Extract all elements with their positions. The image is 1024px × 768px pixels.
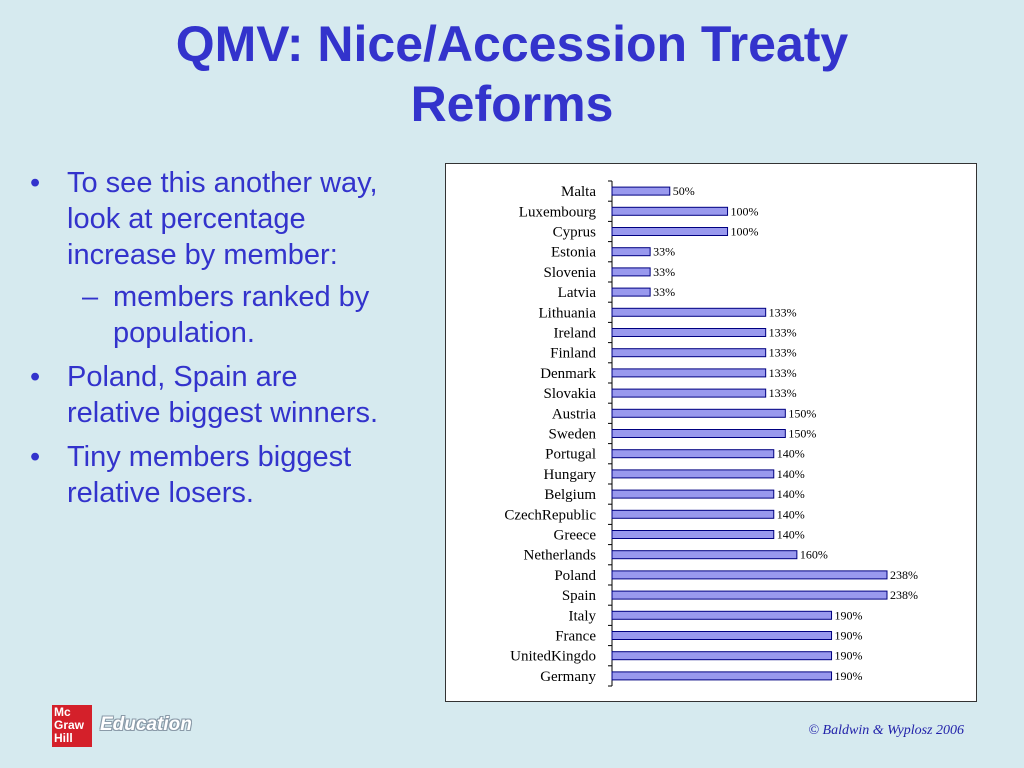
bar bbox=[611, 429, 786, 438]
category-label: Denmark bbox=[540, 366, 596, 382]
copyright-text: © Baldwin & Wyplosz 2006 bbox=[808, 723, 964, 738]
sub-bullet-text: members ranked by population. bbox=[113, 281, 370, 349]
bar bbox=[611, 267, 651, 277]
sub-bullet-item: – members ranked by population. bbox=[30, 279, 390, 351]
value-label: 140% bbox=[777, 487, 805, 501]
bar bbox=[611, 227, 729, 236]
slide-title-line-1: QMV: Nice/Accession Treaty bbox=[175, 16, 849, 72]
bar bbox=[611, 368, 767, 378]
bullet-item: • Poland, Spain are relative biggest win… bbox=[30, 359, 390, 431]
value-label: 150% bbox=[788, 406, 816, 420]
category-label: Finland bbox=[550, 346, 596, 362]
value-label: 140% bbox=[777, 507, 805, 521]
value-label: 238% bbox=[890, 588, 918, 602]
bar bbox=[611, 509, 775, 519]
bar bbox=[611, 186, 671, 196]
bar bbox=[611, 530, 775, 539]
category-label: Malta bbox=[561, 184, 596, 200]
category-label: Cyprus bbox=[553, 225, 597, 241]
value-label: 100% bbox=[731, 225, 759, 239]
category-label: Portugal bbox=[545, 447, 596, 463]
education-label: Education bbox=[100, 714, 192, 735]
category-label: Poland bbox=[554, 568, 596, 584]
category-label: Greece bbox=[554, 528, 597, 544]
bar bbox=[611, 388, 767, 398]
bar bbox=[611, 307, 767, 317]
value-label: 100% bbox=[731, 204, 759, 218]
category-label: Ireland bbox=[554, 326, 597, 342]
category-label: Luxembourg bbox=[519, 204, 597, 220]
bullet-list: • To see this another way, look at perce… bbox=[30, 165, 390, 519]
value-label: 50% bbox=[673, 184, 695, 198]
category-label: Sweden bbox=[549, 427, 597, 443]
value-label: 33% bbox=[653, 265, 675, 279]
category-label: Germany bbox=[540, 669, 596, 685]
bar bbox=[611, 247, 651, 257]
value-label: 33% bbox=[653, 285, 675, 299]
category-label: Slovenia bbox=[544, 265, 597, 281]
bar bbox=[611, 590, 888, 600]
category-label: Lithuania bbox=[539, 305, 597, 321]
bar bbox=[611, 408, 786, 418]
bar bbox=[611, 631, 833, 640]
category-label: Belgium bbox=[544, 487, 596, 503]
value-label: 150% bbox=[788, 427, 816, 441]
sub-bullet-mark: – bbox=[82, 281, 99, 313]
bar bbox=[611, 287, 651, 297]
bar bbox=[611, 449, 775, 459]
slide-title-line-2: Reforms bbox=[410, 76, 614, 132]
value-label: 133% bbox=[769, 346, 797, 360]
value-label: 133% bbox=[769, 366, 797, 380]
value-label: 238% bbox=[890, 568, 918, 582]
mcgraw-hill-logo: Mc Graw Hill bbox=[52, 705, 92, 747]
bar bbox=[611, 550, 798, 560]
bar bbox=[611, 328, 767, 337]
bullet-text: Tiny members biggest relative losers. bbox=[67, 441, 352, 509]
bullet-mark: • bbox=[30, 167, 41, 199]
bar bbox=[611, 206, 729, 216]
logo-line-3: Hill bbox=[54, 731, 73, 745]
category-label: Estonia bbox=[551, 245, 596, 261]
category-label: Slovakia bbox=[544, 386, 597, 402]
bullet-text: To see this another way, look at percent… bbox=[67, 167, 378, 271]
category-label: CzechRepublic bbox=[504, 507, 596, 523]
bar bbox=[611, 348, 767, 358]
category-label: Netherlands bbox=[524, 548, 597, 564]
bar bbox=[611, 469, 775, 479]
category-label: Austria bbox=[552, 406, 597, 422]
bar bbox=[611, 651, 833, 661]
value-label: 190% bbox=[835, 669, 863, 683]
value-label: 133% bbox=[769, 386, 797, 400]
category-label: Latvia bbox=[558, 285, 597, 301]
bar-chart: Malta 50% Luxembourg 100% Cyprus 100% Estonia 3… bbox=[445, 163, 977, 702]
bullet-item: • To see this another way, look at perce… bbox=[30, 165, 390, 273]
category-label: Hungary bbox=[544, 467, 597, 483]
bullet-item: • Tiny members biggest relative losers. bbox=[30, 439, 390, 511]
value-label: 140% bbox=[777, 528, 805, 542]
category-label: Italy bbox=[569, 608, 597, 624]
category-label: UnitedKingdo bbox=[510, 649, 596, 665]
bar bbox=[611, 489, 775, 499]
value-label: 190% bbox=[835, 608, 863, 622]
bullet-mark: • bbox=[30, 441, 41, 473]
value-label: 160% bbox=[800, 548, 828, 562]
value-label: 133% bbox=[769, 305, 797, 319]
bar bbox=[611, 671, 833, 681]
logo-line-2: Graw bbox=[54, 718, 85, 732]
bar-chart-svg: Malta 50% Luxembourg 100% Cyprus 100% Estonia 3… bbox=[504, 180, 918, 687]
value-label: 190% bbox=[835, 649, 863, 663]
value-label: 133% bbox=[769, 326, 797, 340]
category-label: Spain bbox=[562, 588, 597, 604]
value-label: 140% bbox=[777, 467, 805, 481]
value-label: 33% bbox=[653, 245, 675, 259]
bar bbox=[611, 570, 888, 580]
value-label: 140% bbox=[777, 447, 805, 461]
slide-title: QMV: Nice/Accession Treaty Reforms bbox=[0, 14, 1024, 134]
bar bbox=[611, 610, 833, 620]
bullet-mark: • bbox=[30, 361, 41, 393]
category-label: France bbox=[555, 629, 596, 645]
value-label: 190% bbox=[835, 629, 863, 643]
bullet-text: Poland, Spain are relative biggest winne… bbox=[67, 361, 379, 429]
logo-line-1: Mc bbox=[54, 705, 71, 719]
